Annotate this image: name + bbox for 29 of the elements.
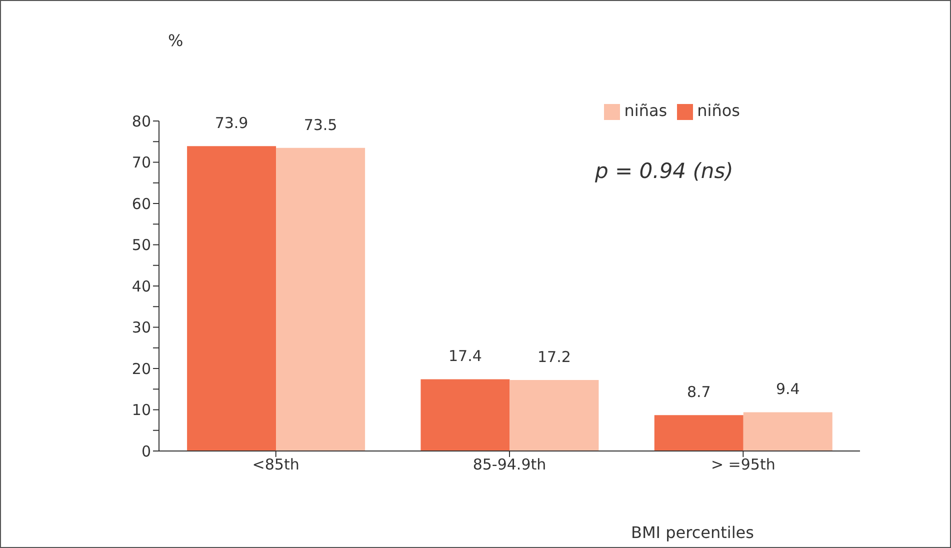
y-tick-label: 80 [132, 112, 151, 130]
y-tick-label: 10 [132, 401, 151, 420]
y-tick-label: 60 [132, 194, 151, 213]
y-tick-label: 20 [132, 360, 151, 378]
annotation: p = 0.94 (ns) [595, 159, 734, 183]
y-tick-label: 70 [132, 154, 151, 172]
x-tick-label: 85-94.9th [472, 456, 546, 474]
y-tick-label: 40 [132, 277, 151, 296]
x-tick-label: <85th [252, 456, 300, 474]
bar [654, 415, 744, 451]
bar [743, 412, 832, 451]
legend-label: niñas [624, 101, 668, 120]
y-tick-label: 50 [132, 236, 151, 254]
data-label: 17.2 [538, 348, 571, 366]
y-axis-title: % [168, 31, 184, 50]
data-label: 17.4 [448, 347, 482, 366]
bar [276, 148, 366, 451]
y-tick-label: 0 [141, 442, 151, 460]
y-tick-label: 30 [132, 318, 151, 337]
data-label: 9.4 [776, 380, 800, 398]
x-tick-label: > =95th [710, 456, 776, 474]
data-label: 73.9 [214, 114, 248, 132]
data-label: 8.7 [686, 383, 711, 402]
bar [510, 380, 599, 451]
data-label: 73.5 [304, 116, 338, 134]
bar [420, 379, 510, 451]
bar [187, 146, 276, 451]
x-axis-title: BMI percentiles [631, 523, 754, 542]
legend-label: niños [697, 101, 740, 120]
